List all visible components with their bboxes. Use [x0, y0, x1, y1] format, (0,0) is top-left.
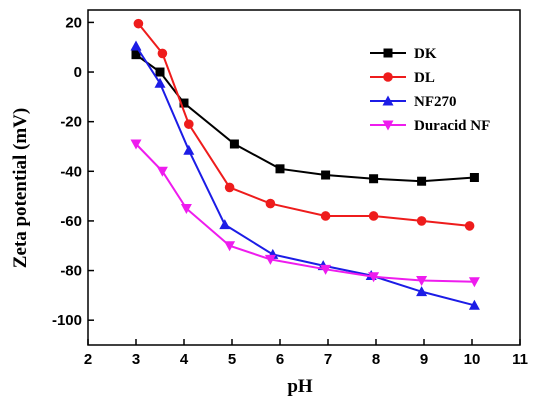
legend-item: DL	[370, 70, 435, 86]
series-dk	[131, 50, 479, 186]
data-point	[416, 216, 427, 226]
legend-label: Duracid NF	[414, 118, 490, 134]
x-tick-label: 8	[372, 351, 380, 368]
data-point	[464, 221, 475, 231]
y-tick-label: -40	[60, 163, 82, 180]
data-point	[156, 166, 168, 177]
data-point	[265, 198, 276, 209]
y-tick-label: -80	[60, 263, 82, 280]
y-tick-label: 20	[65, 14, 82, 31]
data-point	[131, 50, 141, 60]
legend-item: NF270	[370, 94, 457, 110]
data-point	[157, 48, 168, 59]
data-point	[130, 40, 142, 51]
x-tick-label: 4	[180, 351, 189, 368]
data-point	[229, 139, 239, 149]
data-point	[369, 174, 379, 184]
data-point	[417, 176, 427, 186]
y-tick-label: -60	[60, 213, 82, 230]
x-tick-label: 6	[276, 351, 284, 368]
x-axis-title: pH	[287, 376, 313, 397]
series-dl	[133, 18, 475, 231]
legend-item: DK	[370, 46, 437, 62]
x-tick-label: 3	[132, 351, 140, 368]
series-duracid-nf	[130, 139, 480, 288]
data-point	[154, 77, 166, 88]
legend-item: Duracid NF	[370, 118, 490, 134]
data-point	[155, 67, 165, 77]
x-tick-label: 9	[420, 351, 428, 368]
data-point	[133, 18, 144, 29]
y-axis-title: Zeta potential (mV)	[10, 108, 31, 268]
data-point	[224, 182, 235, 193]
data-point	[320, 264, 332, 275]
x-tick-label: 11	[512, 351, 528, 368]
legend-marker	[382, 120, 394, 131]
legend-label: NF270	[414, 94, 457, 110]
x-tick-label: 10	[464, 351, 481, 368]
data-point	[219, 219, 231, 230]
x-tick-label: 5	[228, 351, 236, 368]
data-point	[275, 164, 285, 174]
legend-marker	[383, 48, 393, 58]
data-point	[264, 254, 276, 265]
data-point	[469, 173, 479, 182]
x-tick-label: 7	[324, 351, 332, 368]
legend-marker	[383, 72, 393, 82]
legend-label: DL	[414, 70, 435, 86]
data-point	[368, 211, 379, 221]
data-point	[368, 272, 380, 283]
data-point	[468, 277, 480, 288]
legend-label: DK	[414, 46, 437, 62]
y-tick-label: -100	[52, 312, 82, 329]
legend-marker	[382, 95, 394, 106]
y-tick-label: -20	[60, 114, 82, 131]
data-point	[179, 98, 189, 108]
data-point	[224, 241, 236, 252]
data-point	[416, 275, 428, 286]
data-point	[468, 299, 480, 310]
data-point	[320, 211, 331, 221]
data-point	[321, 170, 331, 180]
y-tick-label: 0	[74, 64, 82, 81]
data-point	[183, 144, 195, 155]
x-tick-label: 2	[84, 351, 92, 368]
data-point	[416, 286, 428, 297]
plot-frame	[87, 9, 521, 346]
data-point	[180, 204, 192, 215]
data-point	[130, 139, 142, 150]
data-point	[184, 119, 194, 129]
